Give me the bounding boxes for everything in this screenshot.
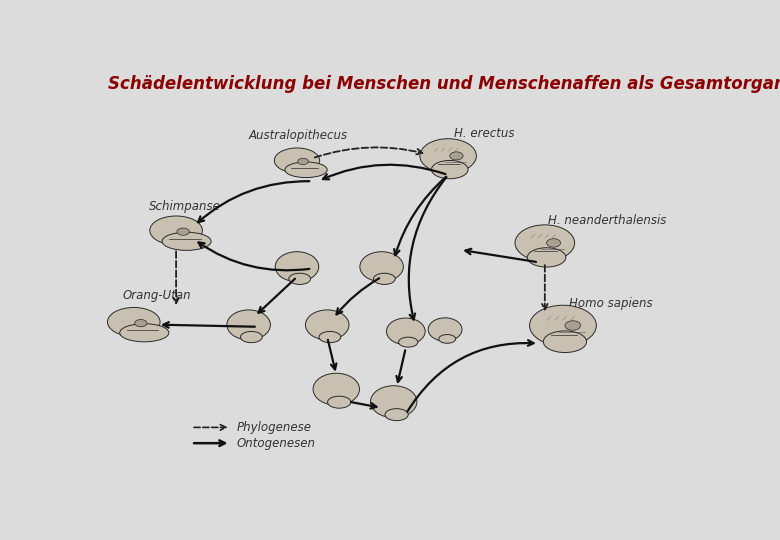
Text: Australopithecus: Australopithecus <box>249 129 348 142</box>
Ellipse shape <box>285 162 328 178</box>
Ellipse shape <box>544 331 587 353</box>
Ellipse shape <box>438 335 456 343</box>
Ellipse shape <box>386 318 425 345</box>
Ellipse shape <box>328 396 351 408</box>
Ellipse shape <box>298 158 308 165</box>
Ellipse shape <box>227 310 271 340</box>
Ellipse shape <box>428 318 462 341</box>
Ellipse shape <box>275 252 319 282</box>
Ellipse shape <box>515 225 575 261</box>
Ellipse shape <box>275 148 320 173</box>
Ellipse shape <box>370 386 417 417</box>
Ellipse shape <box>450 152 463 160</box>
Ellipse shape <box>306 310 349 340</box>
Ellipse shape <box>420 139 477 173</box>
Ellipse shape <box>313 373 360 405</box>
Ellipse shape <box>150 216 202 245</box>
Text: Ontogenesen: Ontogenesen <box>236 437 316 450</box>
Ellipse shape <box>162 232 211 251</box>
Ellipse shape <box>120 324 168 342</box>
Ellipse shape <box>108 307 160 336</box>
Text: Orang-Utan: Orang-Utan <box>123 289 192 302</box>
Ellipse shape <box>240 332 262 343</box>
Ellipse shape <box>135 320 147 327</box>
Text: H. erectus: H. erectus <box>454 127 515 140</box>
Ellipse shape <box>289 273 310 285</box>
Ellipse shape <box>177 228 190 235</box>
Text: Schimpanse: Schimpanse <box>149 200 221 213</box>
Ellipse shape <box>431 160 468 179</box>
Ellipse shape <box>360 252 403 282</box>
Ellipse shape <box>319 332 341 343</box>
Text: Schädelentwicklung bei Menschen und Menschenaffen als Gesamtorganik: Schädelentwicklung bei Menschen und Mens… <box>108 75 780 93</box>
Ellipse shape <box>385 409 408 421</box>
Text: H. neanderthalensis: H. neanderthalensis <box>548 214 666 227</box>
Text: Phylogenese: Phylogenese <box>236 421 311 434</box>
Text: Homo sapiens: Homo sapiens <box>569 298 653 310</box>
Ellipse shape <box>374 273 395 285</box>
Ellipse shape <box>565 321 580 330</box>
Ellipse shape <box>399 337 418 347</box>
Ellipse shape <box>527 248 566 267</box>
Ellipse shape <box>530 305 597 346</box>
Ellipse shape <box>547 239 561 247</box>
